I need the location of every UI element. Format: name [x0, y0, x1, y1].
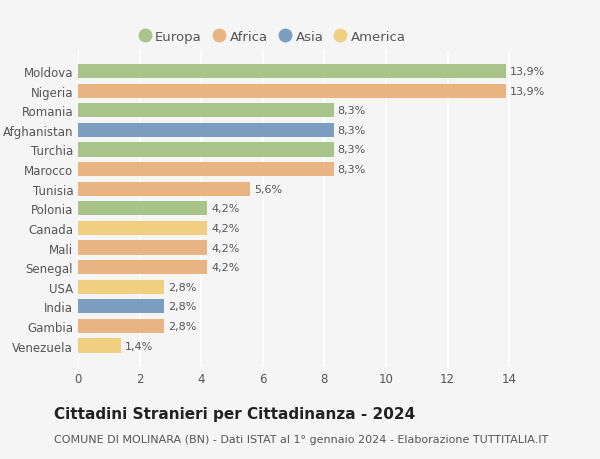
Bar — [78, 300, 164, 313]
Text: 5,6%: 5,6% — [254, 185, 283, 194]
Text: 8,3%: 8,3% — [337, 165, 365, 175]
Text: 13,9%: 13,9% — [510, 86, 545, 96]
Bar — [78, 241, 208, 255]
Text: 13,9%: 13,9% — [510, 67, 545, 77]
Bar — [78, 123, 334, 138]
Text: Cittadini Stranieri per Cittadinanza - 2024: Cittadini Stranieri per Cittadinanza - 2… — [54, 406, 415, 421]
Legend: Europa, Africa, Asia, America: Europa, Africa, Asia, America — [133, 25, 412, 49]
Bar — [78, 221, 208, 235]
Text: 4,2%: 4,2% — [211, 204, 239, 214]
Bar — [78, 162, 334, 177]
Bar — [78, 260, 208, 274]
Text: COMUNE DI MOLINARA (BN) - Dati ISTAT al 1° gennaio 2024 - Elaborazione TUTTITALI: COMUNE DI MOLINARA (BN) - Dati ISTAT al … — [54, 434, 548, 444]
Bar — [78, 65, 506, 79]
Bar — [78, 319, 164, 333]
Text: 8,3%: 8,3% — [337, 145, 365, 155]
Bar — [78, 280, 164, 294]
Bar — [78, 339, 121, 353]
Text: 2,8%: 2,8% — [168, 321, 196, 331]
Bar — [78, 84, 506, 99]
Text: 1,4%: 1,4% — [125, 341, 153, 351]
Text: 8,3%: 8,3% — [337, 106, 365, 116]
Text: 2,8%: 2,8% — [168, 282, 196, 292]
Text: 4,2%: 4,2% — [211, 224, 239, 233]
Text: 2,8%: 2,8% — [168, 302, 196, 312]
Text: 8,3%: 8,3% — [337, 126, 365, 135]
Bar — [78, 143, 334, 157]
Text: 4,2%: 4,2% — [211, 263, 239, 273]
Text: 4,2%: 4,2% — [211, 243, 239, 253]
Bar — [78, 202, 208, 216]
Bar — [78, 104, 334, 118]
Bar — [78, 182, 250, 196]
